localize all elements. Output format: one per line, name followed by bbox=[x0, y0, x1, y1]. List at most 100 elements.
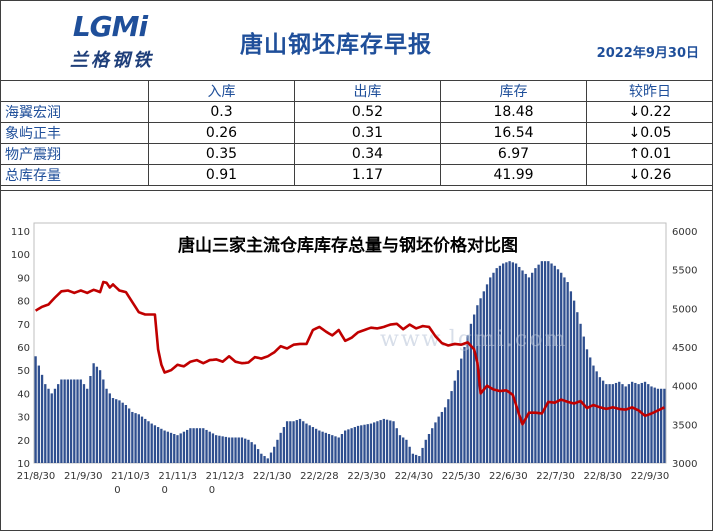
inventory-bar bbox=[631, 382, 633, 463]
inbound-cell: 0.35 bbox=[149, 144, 295, 165]
inventory-bar bbox=[73, 379, 75, 463]
inventory-bar bbox=[89, 376, 91, 463]
y-left-tick-label: 40 bbox=[17, 389, 30, 400]
table-row: 海翼宏润 0.3 0.52 18.48 ↓0.22 bbox=[1, 102, 713, 123]
y-right-tick-label: 5000 bbox=[672, 304, 697, 315]
x-tick-label: 22/1/30 bbox=[253, 471, 292, 482]
inventory-bar bbox=[202, 428, 204, 463]
inventory-bar bbox=[209, 432, 211, 463]
inventory-bar bbox=[602, 381, 604, 463]
inventory-bar bbox=[447, 399, 449, 463]
inventory-bar bbox=[125, 405, 127, 463]
stock-cell: 16.54 bbox=[441, 123, 587, 144]
inventory-bar bbox=[583, 337, 585, 463]
inventory-bar bbox=[92, 363, 94, 463]
y-left-tick-label: 110 bbox=[11, 227, 30, 238]
inventory-bar bbox=[618, 382, 620, 463]
y-right-tick-label: 3500 bbox=[672, 420, 697, 431]
inventory-bar bbox=[421, 448, 423, 463]
table-header-cell: 出库 bbox=[295, 81, 441, 102]
inventory-bar bbox=[457, 370, 459, 463]
inventory-bar bbox=[321, 432, 323, 463]
inventory-bar bbox=[350, 428, 352, 463]
inventory-bar bbox=[196, 428, 198, 463]
inventory-bar bbox=[383, 419, 385, 463]
inventory-bar bbox=[515, 263, 517, 463]
inventory-table: 入库 出库 库存 较昨日 海翼宏润 0.3 0.52 18.48 ↓0.22 象… bbox=[0, 80, 713, 186]
inventory-bar bbox=[299, 419, 301, 463]
inventory-price-chart: www.lgmi.com 102030405060708090100110300… bbox=[0, 191, 713, 531]
y-right-tick-label: 3000 bbox=[672, 459, 697, 470]
inventory-bar bbox=[547, 261, 549, 463]
inventory-bar bbox=[325, 433, 327, 463]
stock-cell: 6.97 bbox=[441, 144, 587, 165]
inventory-bar bbox=[570, 291, 572, 463]
chart-title: 唐山三家主流仓库库存总量与钢坯价格对比图 bbox=[178, 235, 518, 256]
inventory-bar bbox=[554, 266, 556, 463]
y-left-tick-label: 30 bbox=[17, 413, 30, 424]
inventory-bar bbox=[257, 449, 259, 463]
inventory-bar bbox=[83, 384, 85, 463]
x-tick-label: 21/9/30 bbox=[64, 471, 103, 482]
inventory-bar bbox=[151, 424, 153, 463]
inventory-bar bbox=[96, 367, 98, 463]
inventory-bar bbox=[157, 427, 159, 463]
inventory-bar bbox=[467, 335, 469, 463]
inventory-bar bbox=[637, 384, 639, 463]
inventory-bar bbox=[134, 413, 136, 463]
inventory-bar bbox=[244, 439, 246, 463]
inventory-bar bbox=[560, 273, 562, 463]
x-tick-label: 22/5/30 bbox=[442, 471, 481, 482]
outbound-cell: 0.34 bbox=[295, 144, 441, 165]
inventory-bar bbox=[118, 400, 120, 463]
inventory-bar bbox=[170, 433, 172, 463]
inventory-bar bbox=[286, 421, 288, 463]
inventory-bar bbox=[102, 379, 104, 463]
inventory-bar bbox=[347, 429, 349, 463]
inventory-bar bbox=[657, 389, 659, 463]
inventory-bar bbox=[38, 366, 40, 463]
outbound-cell: 0.52 bbox=[295, 102, 441, 123]
inventory-bar bbox=[418, 456, 420, 463]
inventory-bar bbox=[563, 277, 565, 463]
warehouse-name: 物产震翔 bbox=[1, 144, 149, 165]
inventory-bar bbox=[502, 263, 504, 463]
inventory-bar bbox=[654, 388, 656, 463]
inventory-bar bbox=[392, 421, 394, 463]
inventory-bar bbox=[99, 370, 101, 463]
inventory-bar bbox=[215, 435, 217, 463]
lgmi-logo: LGMi 兰格钢铁 bbox=[60, 10, 160, 72]
table-row: 物产震翔 0.35 0.34 6.97 ↑0.01 bbox=[1, 144, 713, 165]
inventory-bar bbox=[338, 437, 340, 463]
inventory-bar bbox=[612, 384, 614, 463]
y-right-tick-label: 4500 bbox=[672, 343, 697, 354]
inventory-bar bbox=[189, 428, 191, 463]
table-row: 象屿正丰 0.26 0.31 16.54 ↓0.05 bbox=[1, 123, 713, 144]
inventory-bar bbox=[492, 273, 494, 463]
inventory-bar bbox=[218, 436, 220, 463]
inventory-bar bbox=[405, 440, 407, 463]
inventory-bar bbox=[431, 428, 433, 463]
inventory-bar bbox=[663, 389, 665, 463]
x-tick-label: 22/6/30 bbox=[489, 471, 528, 482]
inventory-bar bbox=[592, 366, 594, 463]
report-date: 2022年9月30日 bbox=[597, 42, 699, 61]
inventory-bar bbox=[112, 398, 114, 463]
inventory-bar bbox=[180, 433, 182, 463]
inventory-bar bbox=[521, 270, 523, 463]
inventory-bar bbox=[167, 432, 169, 463]
inventory-bar bbox=[302, 421, 304, 463]
inventory-bar bbox=[415, 455, 417, 463]
inventory-bar bbox=[86, 389, 88, 463]
inventory-bar bbox=[34, 356, 36, 463]
inventory-bar bbox=[334, 436, 336, 463]
change-cell: ↓0.05 bbox=[587, 123, 713, 144]
inventory-bar bbox=[389, 420, 391, 463]
y-left-tick-label: 50 bbox=[17, 366, 30, 377]
inventory-bar bbox=[566, 282, 568, 463]
x-tick-label: 22/7/30 bbox=[536, 471, 575, 482]
inventory-bar bbox=[438, 417, 440, 463]
warehouse-name: 海翼宏润 bbox=[1, 102, 149, 123]
y-left-tick-label: 90 bbox=[17, 273, 30, 284]
